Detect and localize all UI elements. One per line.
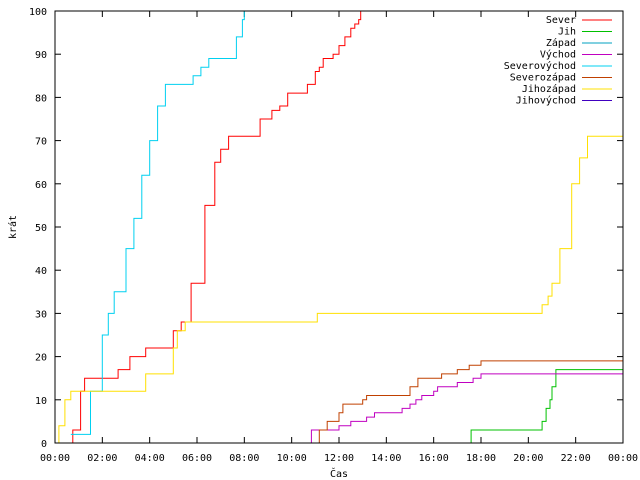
legend-label: Severozápad xyxy=(510,72,576,84)
y-tick-label: 60 xyxy=(35,180,47,191)
x-tick-label: 00:00 xyxy=(40,453,70,464)
series-line-1 xyxy=(469,369,623,444)
x-tick-label: 22:00 xyxy=(561,453,591,464)
y-tick-label: 80 xyxy=(35,93,47,104)
x-tick-label: 06:00 xyxy=(182,453,212,464)
y-tick-label: 20 xyxy=(35,353,47,364)
series-line-4 xyxy=(70,11,245,435)
legend-label: Západ xyxy=(546,37,576,49)
x-tick-label: 02:00 xyxy=(87,453,117,464)
legend-label: Jih xyxy=(558,27,576,38)
y-tick-label: 100 xyxy=(29,7,47,18)
legend: SeverJihZápadVýchodSeverovýchodSeverozáp… xyxy=(504,15,612,107)
legend-label: Východ xyxy=(540,49,576,61)
legend-label: Severovýchod xyxy=(504,60,576,72)
y-tick-labels: 0 10 20 30 40 50 60 70 80 90 100 xyxy=(29,7,47,450)
y-tick-label: 50 xyxy=(35,223,47,234)
series-lines xyxy=(55,11,623,444)
y-axis-label: krát xyxy=(7,215,19,239)
x-tick-label: 12:00 xyxy=(324,453,354,464)
x-tick-label: 08:00 xyxy=(229,453,259,464)
x-tick-label: 18:00 xyxy=(466,453,496,464)
series-line-6 xyxy=(55,135,623,444)
x-tick-label: 20:00 xyxy=(513,453,543,464)
series-line-5 xyxy=(315,360,623,444)
legend-label: Jihovýchod xyxy=(516,95,576,107)
plot-frame xyxy=(54,10,624,444)
x-axis-label: Čas xyxy=(330,467,348,480)
x-tick-label: 16:00 xyxy=(419,453,449,464)
y-tick-label: 70 xyxy=(35,137,47,148)
y-tick-label: 0 xyxy=(41,439,47,450)
x-tick-label: 14:00 xyxy=(371,453,401,464)
legend-label: Sever xyxy=(546,15,576,26)
series-line-3 xyxy=(309,373,623,444)
x-tick-label: 10:00 xyxy=(277,453,307,464)
legend-label: Jihozápad xyxy=(522,83,576,95)
y-tick-label: 90 xyxy=(35,50,47,61)
y-tick-label: 10 xyxy=(35,396,47,407)
y-tick-label: 30 xyxy=(35,309,47,320)
x-tick-label: 00:00 xyxy=(608,453,638,464)
x-tick-label: 04:00 xyxy=(135,453,165,464)
series-line-0 xyxy=(55,11,362,444)
x-tick-labels: 00:00 02:00 04:00 06:00 08:00 10:00 12:00 14:00… xyxy=(40,453,638,464)
y-tick-label: 40 xyxy=(35,266,47,277)
